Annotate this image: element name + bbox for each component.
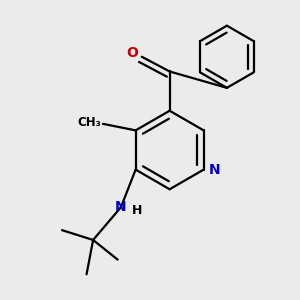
Text: H: H [131,204,142,217]
Text: N: N [115,200,127,214]
Text: O: O [126,46,138,61]
Text: CH₃: CH₃ [77,116,101,129]
Text: N: N [208,163,220,177]
